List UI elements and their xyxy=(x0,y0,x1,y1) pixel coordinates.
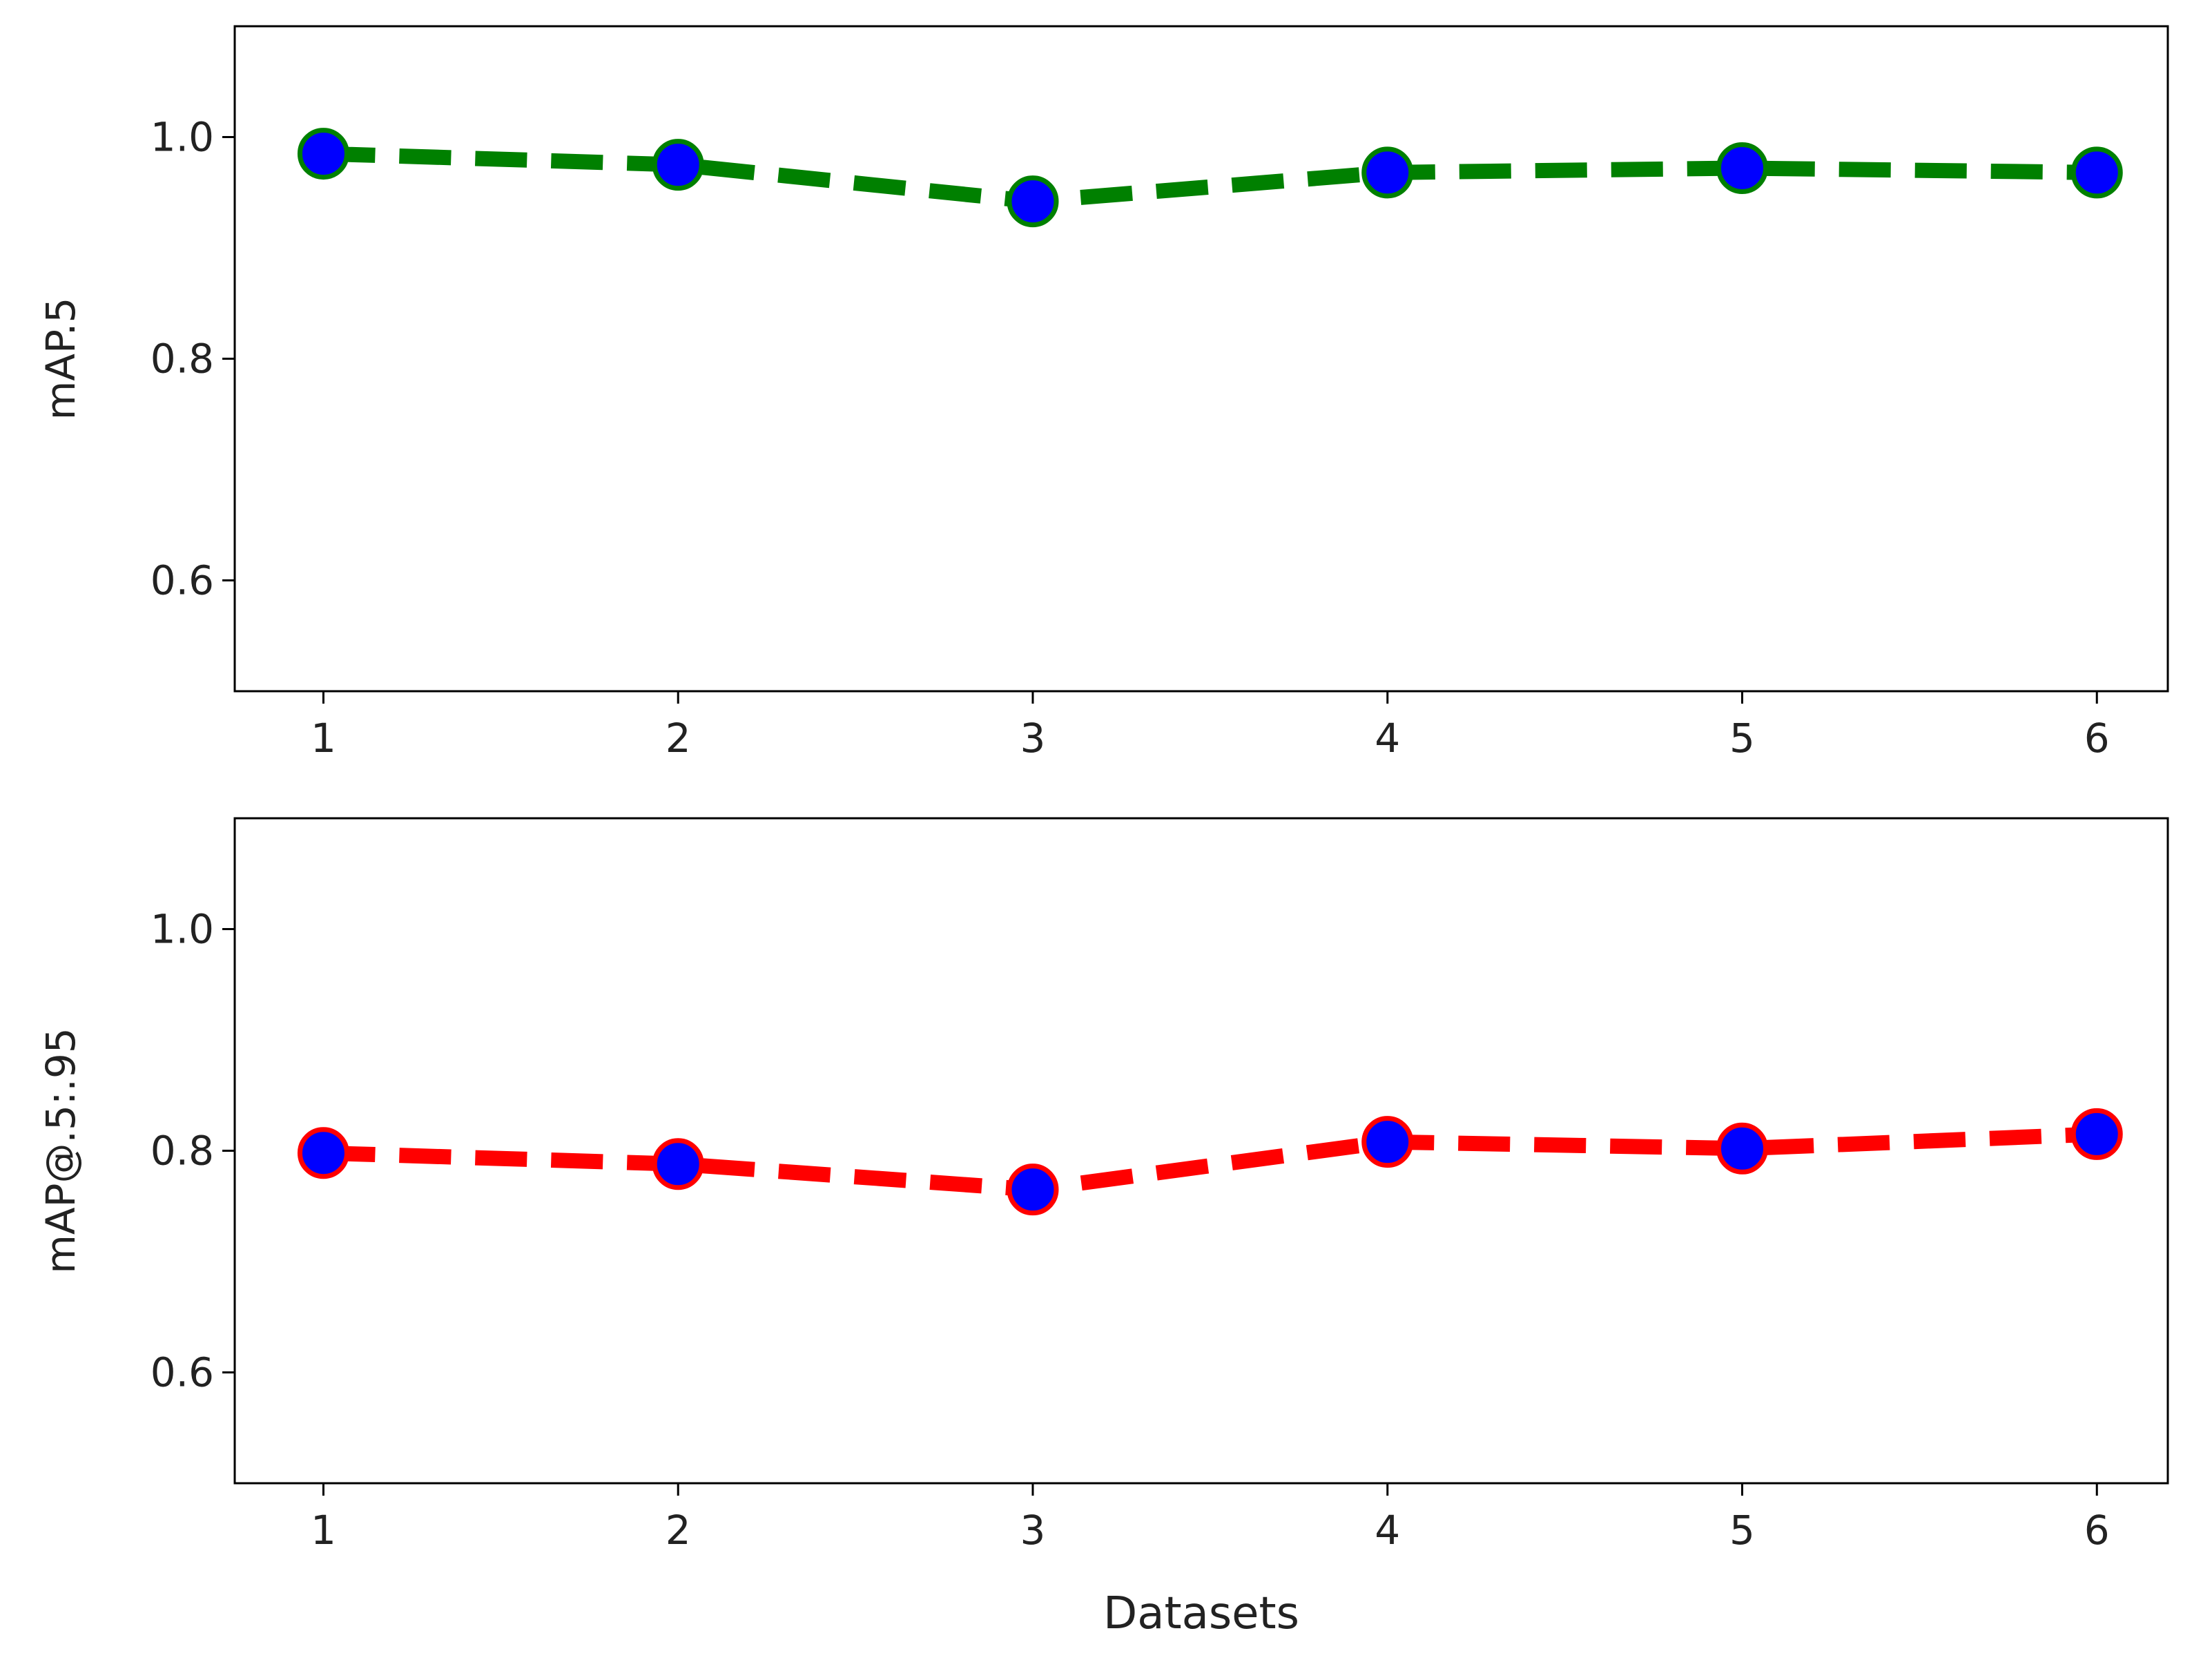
series-line xyxy=(323,146,2097,209)
x-tick-label: 3 xyxy=(1020,1507,1046,1554)
data-point xyxy=(1716,1122,1768,1175)
plot-area-frame xyxy=(233,25,2169,693)
y-tick-label: 0.8 xyxy=(151,336,214,383)
x-tick-label: 4 xyxy=(1375,1507,1400,1554)
data-point xyxy=(1716,142,1768,194)
data-point xyxy=(652,1138,704,1190)
data-point xyxy=(652,139,704,191)
y-axis-label: mAP@.5:.95 xyxy=(37,1027,84,1273)
x-tick-label: 6 xyxy=(2084,715,2110,762)
x-axis-label: Datasets xyxy=(1103,1588,1299,1639)
x-tick-label: 2 xyxy=(666,1507,691,1554)
data-point xyxy=(1007,175,1059,228)
data-point xyxy=(1361,146,1414,199)
x-tick-label: 5 xyxy=(1729,1507,1755,1554)
x-tick-label: 5 xyxy=(1729,715,1755,762)
y-tick-label: 1.0 xyxy=(151,114,214,161)
y-tick-label: 0.6 xyxy=(151,557,214,604)
x-tick-label: 6 xyxy=(2084,1507,2110,1554)
y-tick-label: 0.6 xyxy=(151,1349,214,1396)
x-tick-label: 1 xyxy=(311,715,336,762)
data-point xyxy=(297,1127,349,1179)
x-tick-label: 3 xyxy=(1020,715,1046,762)
x-tick-label: 4 xyxy=(1375,715,1400,762)
data-point xyxy=(2070,1108,2123,1160)
data-point xyxy=(1361,1116,1414,1168)
y-tick-label: 0.8 xyxy=(151,1128,214,1175)
data-point xyxy=(297,128,349,180)
data-point xyxy=(1007,1164,1059,1216)
chart-panel-2: 0.6 0.8 1.0 1 2 3 4 5 6 mAP@.5:.95 Datasets xyxy=(37,817,2169,1639)
x-tick-label: 2 xyxy=(666,715,691,762)
y-axis-label: mAP.5 xyxy=(37,298,84,420)
data-point xyxy=(2070,146,2123,199)
series-line xyxy=(323,1126,2097,1197)
chart-panel-1: 0.6 0.8 1.0 1 2 3 4 5 6 mAP.5 xyxy=(37,25,2169,762)
plot-area-frame xyxy=(233,817,2169,1485)
y-tick-label: 1.0 xyxy=(151,906,214,953)
x-tick-label: 1 xyxy=(311,1507,336,1554)
